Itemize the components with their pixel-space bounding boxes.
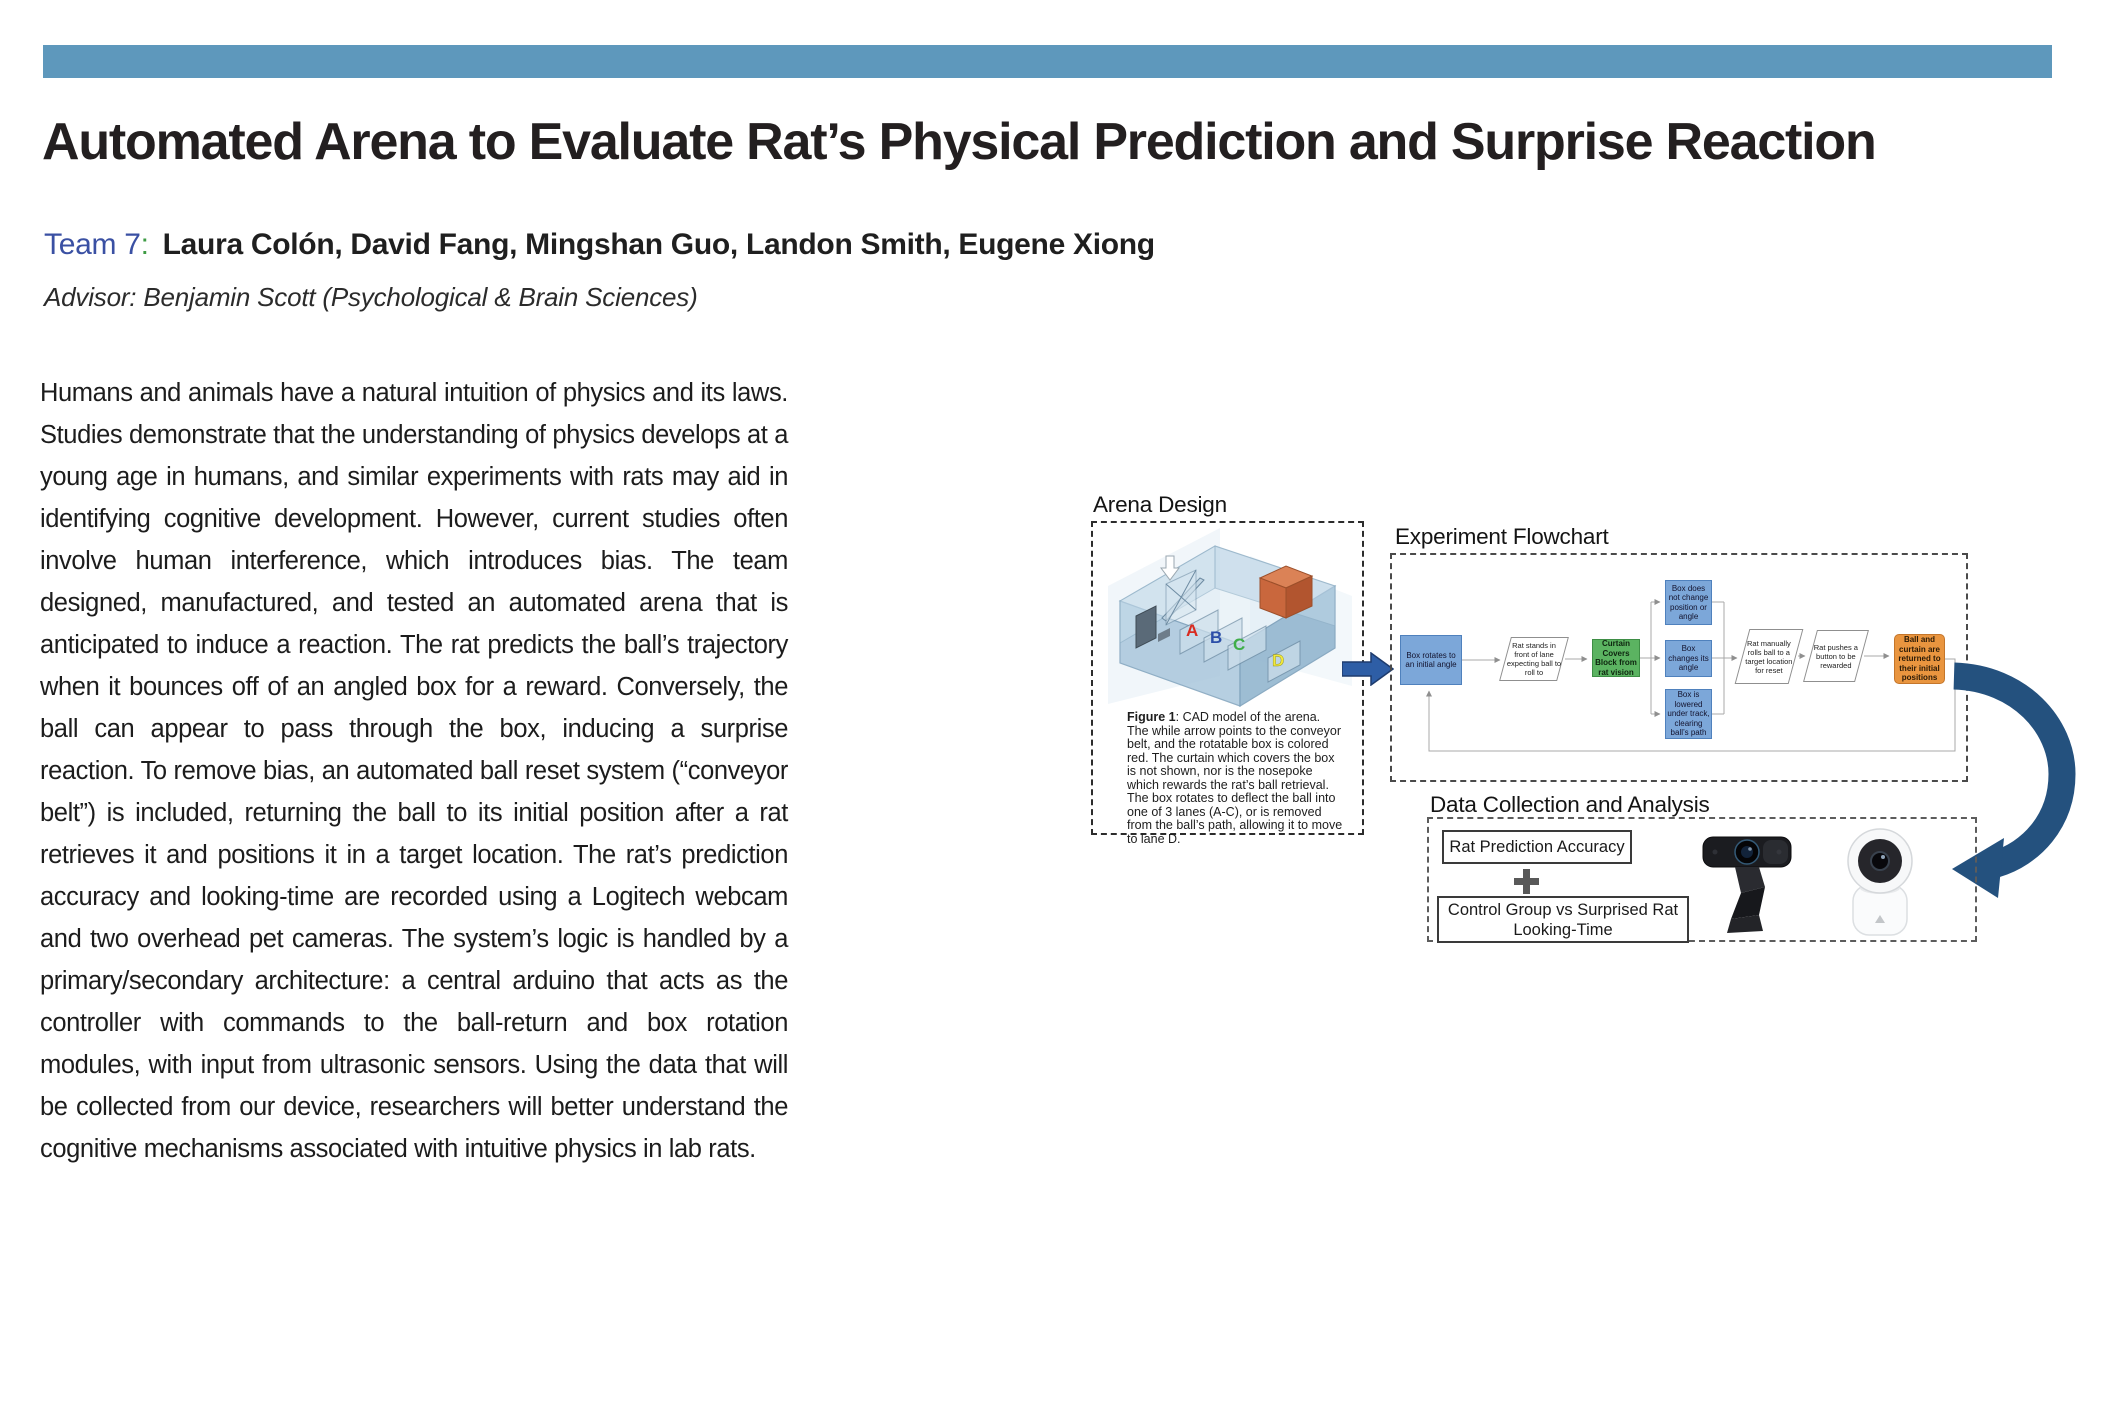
lane-label-d: D — [1272, 651, 1284, 670]
figure-caption: Figure 1: CAD model of the arena. The wh… — [1127, 710, 1343, 846]
top-accent-bar — [43, 45, 2052, 78]
flowchart-panel: Box rotates to an initial angle Rat stan… — [1390, 553, 1968, 782]
flowchart-heading: Experiment Flowchart — [1395, 524, 1609, 549]
arena-design-heading: Arena Design — [1093, 492, 1227, 517]
flow-node-start: Box rotates to an initial angle — [1400, 635, 1462, 685]
conveyor-arrow-icon — [1160, 555, 1180, 581]
team-label: Team 7 — [44, 228, 141, 261]
flow-node-returned: Ball and curtain are returned to their i… — [1894, 634, 1945, 684]
lane-label-a: A — [1186, 621, 1198, 640]
flow-node-no-change: Box does not change position or angle — [1665, 580, 1712, 625]
arena-cad-figure: A B C D — [1108, 528, 1352, 708]
lane-divider-4 — [1267, 640, 1301, 683]
flow-node-angle-change: Box changes its angle — [1665, 640, 1712, 677]
lane-label-c: C — [1233, 635, 1245, 654]
flow-node-lowered: Box is lowered under track, clearing bal… — [1665, 689, 1712, 739]
team-line: Team 7: Laura Colón, David Fang, Mingshan… — [44, 228, 1155, 262]
pet-camera-image — [1847, 828, 1913, 936]
flowchart-connectors — [1426, 599, 1956, 752]
figure-label: Figure 1 — [1127, 710, 1176, 724]
arena-figure-panel: A B C D Figure 1: CAD model of the arena… — [1091, 521, 1364, 845]
figure-caption-text: : CAD model of the arena. The while arro… — [1127, 710, 1343, 846]
dark-panel-ledge — [1158, 628, 1170, 642]
advisor-line: Advisor: Benjamin Scott (Psychological &… — [44, 282, 698, 312]
truss-cross-2 — [1165, 569, 1197, 626]
metric-accuracy-box: Rat Prediction Accuracy — [1442, 830, 1632, 864]
flow-node-curtain: Curtain Covers Block from rat vision — [1592, 639, 1640, 677]
rotatable-box-side — [1285, 575, 1313, 619]
dark-panel — [1135, 605, 1157, 649]
lane-divider-3 — [1227, 625, 1267, 671]
team-colon: : — [140, 228, 149, 261]
team-members: Laura Colón, David Fang, Mingshan Guo, L… — [162, 228, 1155, 261]
page-title: Automated Arena to Evaluate Rat’s Physic… — [42, 113, 1877, 171]
metric-looking-time-box: Control Group vs Surprised Rat Looking-T… — [1437, 896, 1689, 943]
abstract-text: Humans and animals have a natural intuit… — [40, 379, 788, 1163]
lane-label-b: B — [1210, 628, 1222, 647]
logitech-webcam-image — [1702, 836, 1792, 933]
plus-icon — [1513, 868, 1540, 900]
flow-node-rat-waits: Rat stands in front of lane expecting ba… — [1499, 637, 1569, 681]
data-analysis-panel: Rat Prediction Accuracy Control Group vs… — [1427, 817, 1977, 943]
arena-to-flowchart-arrow-icon — [1342, 652, 1394, 686]
data-analysis-heading: Data Collection and Analysis — [1430, 792, 1710, 817]
flowchart-to-data-arrow-icon — [1952, 662, 2076, 898]
